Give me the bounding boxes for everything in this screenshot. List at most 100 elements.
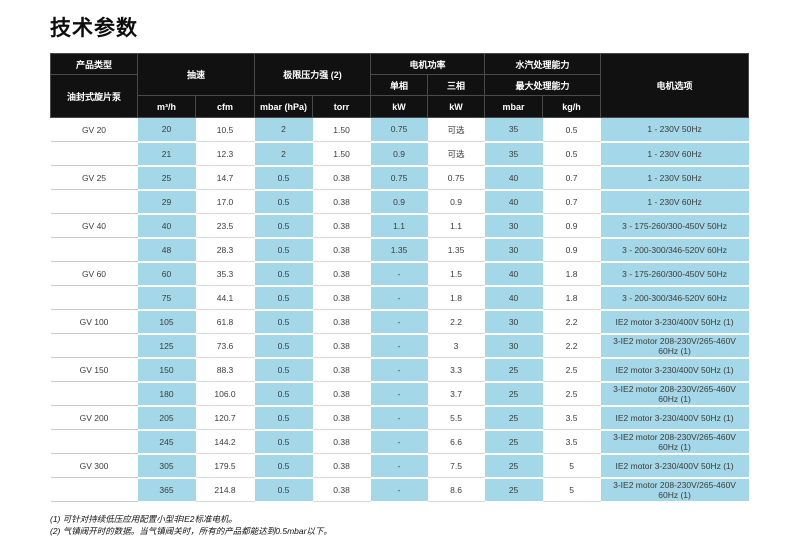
cell-motor-power-three: 6.6 xyxy=(427,429,485,454)
cell-motor-power-three: 3.3 xyxy=(427,357,485,382)
cell-ultimate-pressure-torr: 0.38 xyxy=(312,165,371,190)
cell-water-vapor-kgh: 5 xyxy=(542,477,601,502)
cell-model: GV 200 xyxy=(50,405,138,430)
cell-pumping-speed-cfm: 10.5 xyxy=(195,117,255,142)
cell-motor-power-single: - xyxy=(370,333,428,359)
cell-motor-power-single: - xyxy=(370,357,428,383)
cell-model xyxy=(50,429,138,454)
cell-pumping-speed-cfm: 23.5 xyxy=(195,213,255,238)
cell-ultimate-pressure-mbar: 0.5 xyxy=(254,309,313,335)
header-pumping-speed: 抽速 xyxy=(136,53,256,96)
cell-ultimate-pressure-mbar: 0.5 xyxy=(254,357,313,383)
cell-motor-options: 3-IE2 motor 208-230V/265-460V 60Hz (1) xyxy=(600,333,749,359)
cell-motor-options: IE2 motor 3-230/400V 50Hz (1) xyxy=(600,357,749,383)
cell-ultimate-pressure-mbar: 0.5 xyxy=(254,381,313,407)
cell-water-vapor-mbar: 40 xyxy=(484,285,543,311)
cell-motor-options: 3 - 200-300/346-520V 60Hz xyxy=(600,285,749,311)
cell-water-vapor-mbar: 30 xyxy=(484,309,543,335)
cell-ultimate-pressure-torr: 0.38 xyxy=(312,381,371,406)
cell-ultimate-pressure-mbar: 0.5 xyxy=(254,477,313,503)
cell-ultimate-pressure-mbar: 0.5 xyxy=(254,405,313,431)
cell-ultimate-pressure-mbar: 0.5 xyxy=(254,165,313,191)
cell-water-vapor-mbar: 25 xyxy=(484,453,543,479)
table-row: GV 20 20 10.5 2 1.50 0.75 可选 35 0.5 1 - 230V 50Hz xyxy=(50,117,749,143)
cell-motor-power-single: 1.35 xyxy=(370,237,428,263)
cell-motor-power-three: 5.5 xyxy=(427,405,485,430)
cell-ultimate-pressure-mbar: 2 xyxy=(254,141,313,167)
table-row: 125 73.6 0.5 0.38-3 30 2.2 3-IE2 motor 208-230… xyxy=(50,333,749,359)
cell-motor-power-single: - xyxy=(370,381,428,407)
table-row: GV 150 150 88.3 0.5 0.38-3.3 25 2.5 IE2 motor 3… xyxy=(50,357,749,383)
cell-model: GV 150 xyxy=(50,357,138,382)
cell-pumping-speed-m3h: 40 xyxy=(137,213,196,239)
cell-motor-power-three: 0.9 xyxy=(427,189,485,214)
cell-motor-power-single: 0.9 xyxy=(370,189,428,215)
cell-water-vapor-kgh: 0.5 xyxy=(542,117,601,142)
cell-motor-options: 1 - 230V 50Hz xyxy=(600,165,749,191)
cell-motor-power-three: 0.75 xyxy=(427,165,485,190)
cell-pumping-speed-cfm: 179.5 xyxy=(195,453,255,478)
cell-motor-options: 3 - 175-260/300-450V 50Hz xyxy=(600,213,749,239)
cell-water-vapor-kgh: 0.5 xyxy=(542,141,601,166)
header-water-vapor-capacity: 水汽处理能力 xyxy=(484,53,602,75)
cell-model: GV 60 xyxy=(50,261,138,286)
unit-kgh: kg/h xyxy=(542,95,602,118)
table-row: 245 144.2 0.5 0.38-6.6 25 3.5 3-IE2 motor 208-… xyxy=(50,429,749,455)
cell-ultimate-pressure-torr: 0.38 xyxy=(312,189,371,214)
cell-ultimate-pressure-mbar: 0.5 xyxy=(254,429,313,455)
cell-water-vapor-mbar: 25 xyxy=(484,357,543,383)
cell-pumping-speed-m3h: 60 xyxy=(137,261,196,287)
cell-ultimate-pressure-mbar: 0.5 xyxy=(254,237,313,263)
cell-ultimate-pressure-torr: 0.38 xyxy=(312,285,371,310)
cell-water-vapor-kgh: 0.9 xyxy=(542,237,601,262)
cell-water-vapor-kgh: 0.7 xyxy=(542,165,601,190)
cell-motor-power-single: - xyxy=(370,429,428,455)
cell-water-vapor-mbar: 25 xyxy=(484,477,543,503)
table-header: 产品类型 抽速 极限压力强 (2) 电机功率 水汽处理能力 电机选项 油封式旋片… xyxy=(50,53,750,118)
header-single-phase: 单相 xyxy=(370,74,429,96)
cell-water-vapor-kgh: 2.5 xyxy=(542,357,601,382)
cell-water-vapor-mbar: 40 xyxy=(484,165,543,191)
cell-ultimate-pressure-torr: 1.50 xyxy=(312,117,371,142)
header-product-type: 产品类型 xyxy=(50,53,138,75)
cell-motor-power-three: 3.7 xyxy=(427,381,485,406)
cell-pumping-speed-m3h: 25 xyxy=(137,165,196,191)
unit-cfm: cfm xyxy=(194,95,256,118)
cell-motor-power-single: 1.1 xyxy=(370,213,428,239)
cell-ultimate-pressure-mbar: 0.5 xyxy=(254,333,313,359)
table-row: GV 40 40 23.5 0.5 0.38 1.1 1.1 30 0.9 3 - 175-260… xyxy=(50,213,749,239)
cell-pumping-speed-cfm: 61.8 xyxy=(195,309,255,334)
unit-mbar-hpa: mbar (hPa) xyxy=(254,95,314,118)
cell-motor-power-single: - xyxy=(370,477,428,503)
cell-model xyxy=(50,141,138,166)
cell-motor-options: 3 - 200-300/346-520V 60Hz xyxy=(600,237,749,263)
cell-water-vapor-kgh: 1.8 xyxy=(542,285,601,310)
header-ultimate-pressure: 极限压力强 (2) xyxy=(254,53,372,96)
cell-motor-power-three: 7.5 xyxy=(427,453,485,478)
table-row: GV 200 205 120.7 0.5 0.38-5.5 25 3.5 IE2 motor … xyxy=(50,405,749,431)
cell-pumping-speed-cfm: 17.0 xyxy=(195,189,255,214)
table-row: GV 25 25 14.7 0.5 0.38 0.75 0.75 40 0.7 1 - 230V … xyxy=(50,165,749,191)
cell-pumping-speed-cfm: 88.3 xyxy=(195,357,255,382)
cell-water-vapor-kgh: 5 xyxy=(542,453,601,478)
cell-ultimate-pressure-torr: 0.38 xyxy=(312,405,371,430)
cell-ultimate-pressure-mbar: 0.5 xyxy=(254,261,313,287)
cell-motor-power-three: 1.1 xyxy=(427,213,485,238)
cell-motor-power-single: 0.75 xyxy=(370,165,428,191)
cell-pumping-speed-m3h: 180 xyxy=(137,381,196,407)
cell-pumping-speed-cfm: 73.6 xyxy=(195,333,255,358)
cell-motor-options: 1 - 230V 60Hz xyxy=(600,141,749,167)
cell-motor-power-single: - xyxy=(370,309,428,335)
cell-ultimate-pressure-torr: 1.50 xyxy=(312,141,371,166)
table-row: GV 300 305 179.5 0.5 0.38-7.5 25 5 IE2 motor 3-… xyxy=(50,453,749,479)
cell-pumping-speed-m3h: 48 xyxy=(137,237,196,263)
cell-motor-power-single: - xyxy=(370,405,428,431)
cell-model: GV 25 xyxy=(50,165,138,190)
unit-torr: torr xyxy=(312,95,372,118)
cell-pumping-speed-cfm: 12.3 xyxy=(195,141,255,166)
header-three-phase: 三相 xyxy=(427,74,486,96)
cell-water-vapor-mbar: 30 xyxy=(484,237,543,263)
cell-model xyxy=(50,189,138,214)
cell-ultimate-pressure-torr: 0.38 xyxy=(312,357,371,382)
cell-water-vapor-mbar: 25 xyxy=(484,381,543,407)
